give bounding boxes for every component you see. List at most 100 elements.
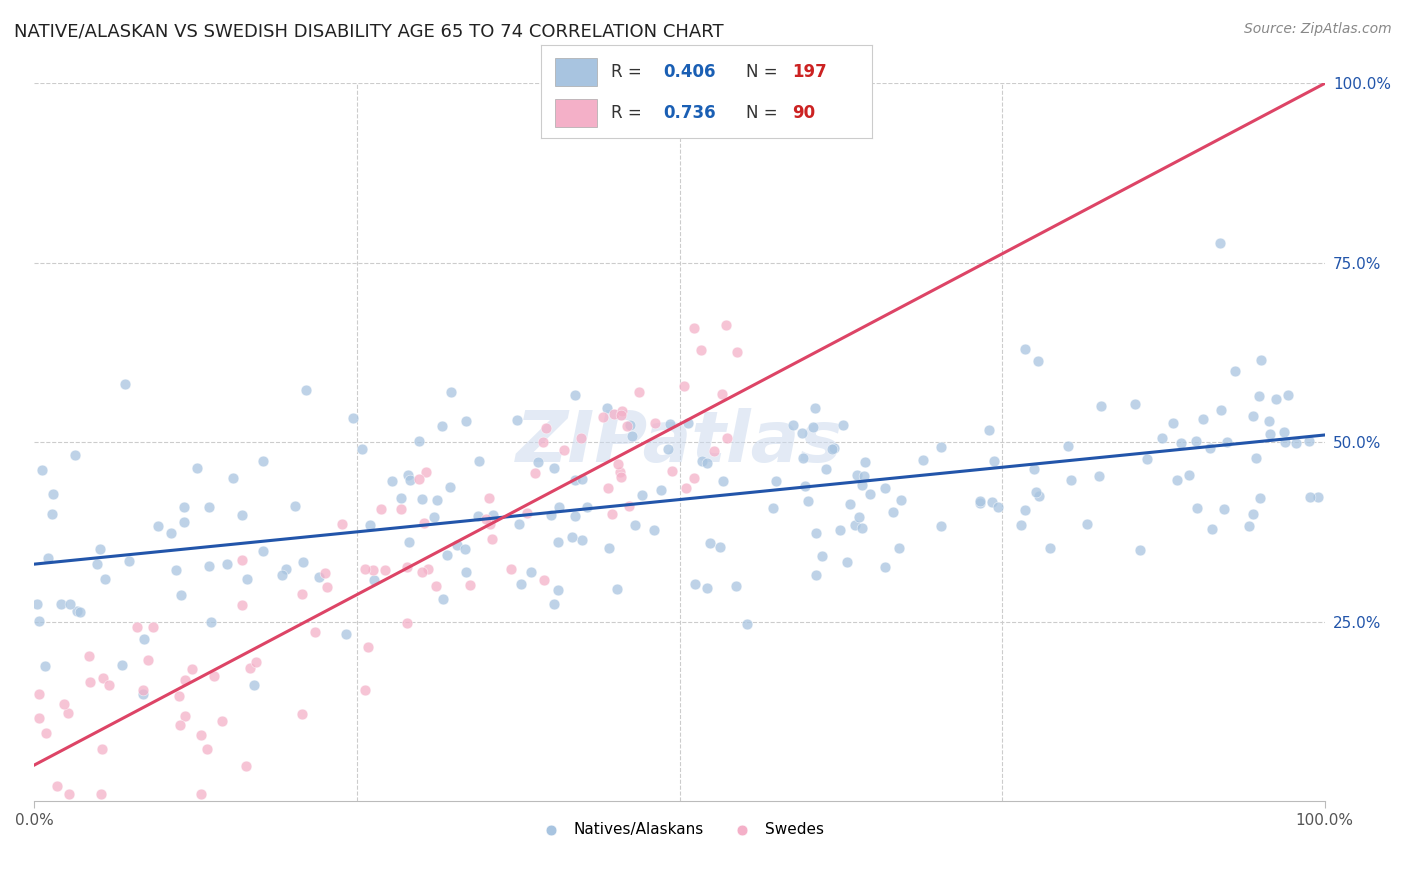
Point xyxy=(1239,519,1261,533)
Point xyxy=(1201,522,1223,536)
Point xyxy=(547,583,569,598)
Point xyxy=(505,412,527,426)
Point xyxy=(699,536,721,550)
Point xyxy=(34,659,56,673)
Point xyxy=(475,512,498,526)
Point xyxy=(969,496,991,510)
Point xyxy=(709,540,731,554)
Point xyxy=(1090,399,1112,413)
Point xyxy=(1024,462,1046,476)
Point xyxy=(211,714,233,729)
Point xyxy=(467,508,489,523)
Point xyxy=(1258,427,1281,442)
Point xyxy=(1136,451,1159,466)
Point xyxy=(792,450,814,465)
Point xyxy=(190,728,212,742)
Point xyxy=(239,661,262,675)
Point xyxy=(98,678,121,692)
Point xyxy=(335,627,357,641)
Point xyxy=(683,577,706,591)
Point xyxy=(411,491,433,506)
Point xyxy=(1308,490,1330,504)
Point xyxy=(235,572,257,586)
Point xyxy=(711,474,734,488)
Point xyxy=(606,582,628,596)
Point xyxy=(136,653,159,667)
Point xyxy=(59,597,82,611)
Text: ZIPatlas: ZIPatlas xyxy=(516,408,844,476)
Point xyxy=(456,566,478,580)
Point xyxy=(845,468,868,483)
Point xyxy=(543,461,565,475)
Point xyxy=(439,480,461,494)
Point xyxy=(619,418,641,433)
Point xyxy=(650,483,672,498)
Point xyxy=(330,516,353,531)
Point xyxy=(242,678,264,692)
Point xyxy=(308,570,330,584)
Point xyxy=(27,597,49,611)
Point xyxy=(304,624,326,639)
Point xyxy=(1249,491,1271,506)
Point xyxy=(1274,434,1296,449)
Point xyxy=(398,535,420,549)
Point xyxy=(458,578,481,592)
Point xyxy=(553,442,575,457)
Point xyxy=(37,551,59,566)
Point xyxy=(1212,501,1234,516)
Point xyxy=(94,572,117,586)
Point xyxy=(90,787,112,801)
Point xyxy=(86,558,108,572)
Point xyxy=(602,407,624,421)
Point xyxy=(468,454,491,468)
Point xyxy=(561,531,583,545)
Point xyxy=(1026,353,1049,368)
Text: 90: 90 xyxy=(793,104,815,122)
Point xyxy=(1265,392,1288,406)
Point xyxy=(481,532,503,546)
Point xyxy=(363,573,385,587)
Point xyxy=(794,478,817,492)
Point xyxy=(592,409,614,424)
Point xyxy=(887,541,910,556)
Point xyxy=(1209,235,1232,250)
Point xyxy=(430,418,453,433)
Point xyxy=(28,711,51,725)
Point xyxy=(527,454,550,468)
Point xyxy=(548,500,571,514)
Point xyxy=(823,441,845,455)
FancyBboxPatch shape xyxy=(554,58,598,86)
Point xyxy=(875,482,897,496)
Point xyxy=(675,481,697,495)
Point xyxy=(508,516,530,531)
Point xyxy=(432,591,454,606)
Point xyxy=(28,687,51,701)
Point xyxy=(806,526,828,541)
Point xyxy=(439,385,461,400)
Point xyxy=(200,615,222,630)
Point xyxy=(1088,469,1111,483)
Point xyxy=(66,604,89,618)
Point xyxy=(912,453,935,467)
Point xyxy=(1199,441,1222,455)
Point xyxy=(51,597,73,611)
Point xyxy=(235,759,257,773)
Point xyxy=(571,533,593,548)
Point xyxy=(516,507,538,521)
Point xyxy=(1028,489,1050,503)
Point xyxy=(173,500,195,515)
Text: 0.736: 0.736 xyxy=(664,104,716,122)
Point xyxy=(413,516,436,530)
Point xyxy=(395,559,418,574)
Point xyxy=(31,463,53,477)
Point xyxy=(643,523,665,537)
Point xyxy=(396,467,419,482)
Point xyxy=(703,444,725,458)
Point xyxy=(696,456,718,470)
Point xyxy=(1010,518,1032,533)
Point xyxy=(173,515,195,529)
Point xyxy=(1225,364,1247,378)
Point xyxy=(132,682,155,697)
Point xyxy=(716,432,738,446)
Point xyxy=(725,579,748,593)
